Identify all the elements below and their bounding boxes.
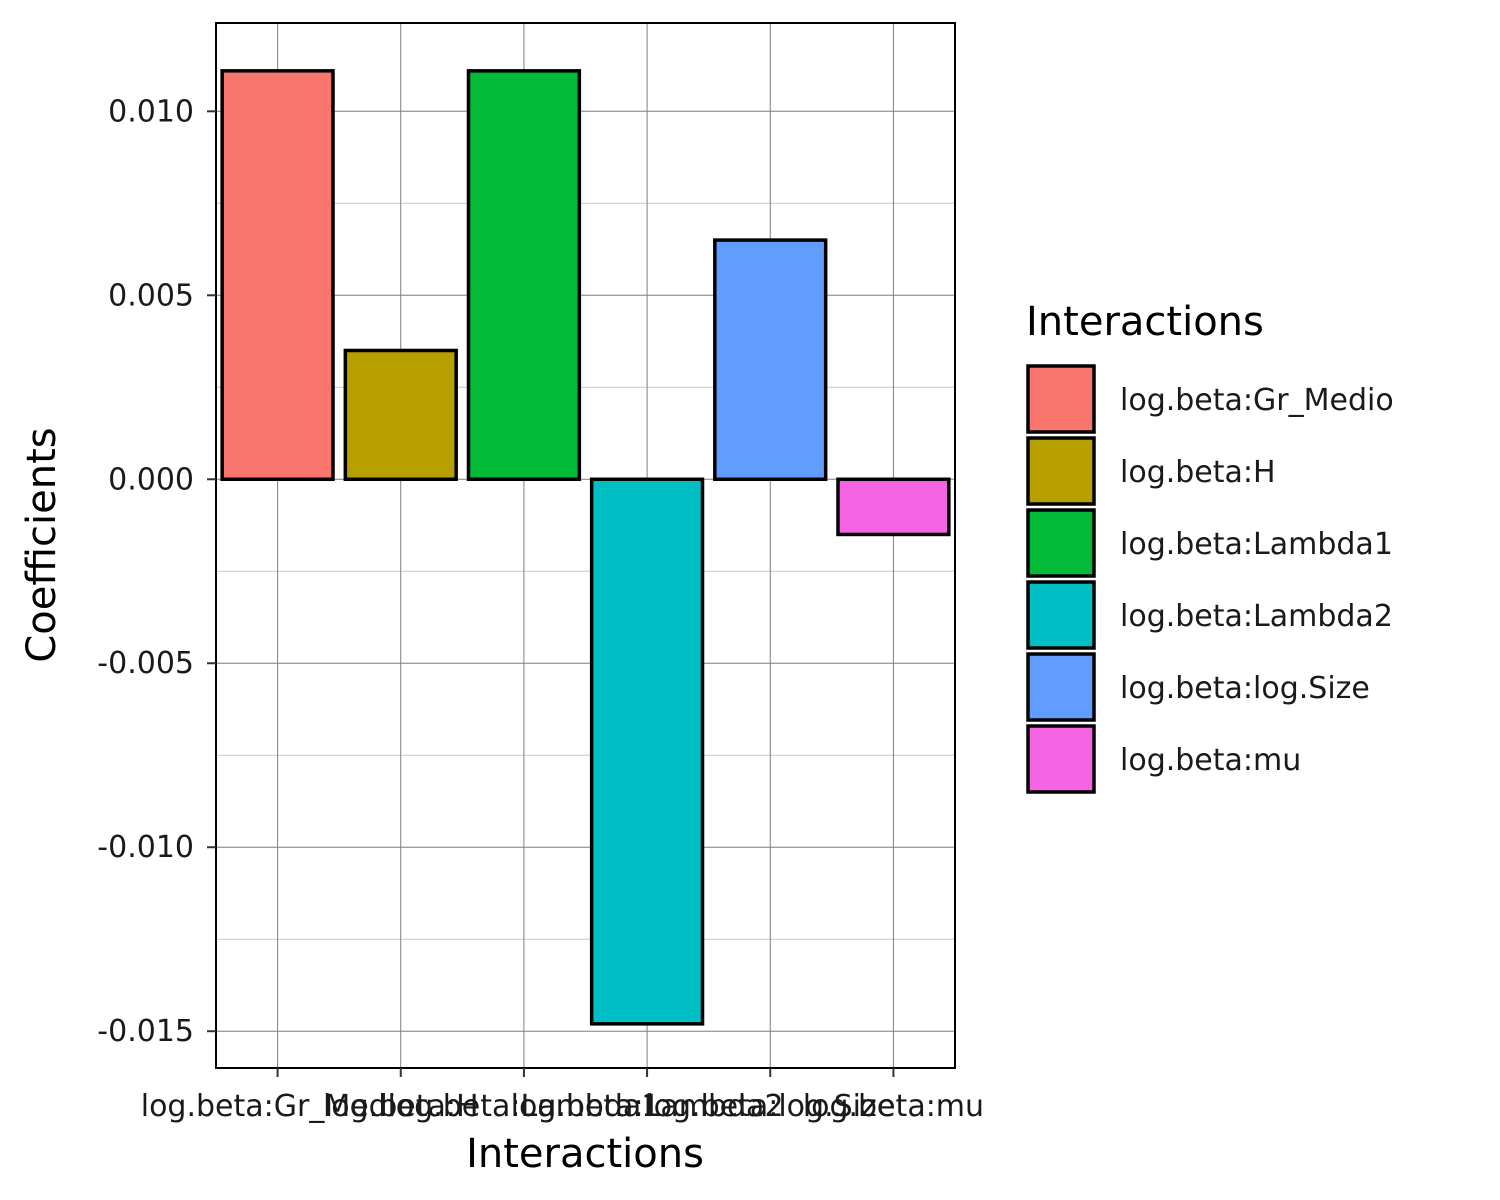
legend: log.beta:Gr_Medio log.beta:H log.beta:Lamb… (1026, 364, 1394, 794)
y-tick-label: 0.000 (108, 462, 194, 497)
legend-label: log.beta:Lambda1 (1120, 527, 1393, 562)
legend-label: log.beta:Lambda2 (1120, 599, 1393, 634)
x-axis: log.beta:Gr_Mediolog.beta:Hlog.beta:Lamb… (141, 1068, 984, 1124)
y-axis-title: Coefficients (19, 427, 65, 662)
x-tick-label: log.beta:H (323, 1089, 479, 1124)
x-tick-label: log.beta:Lambda2 (511, 1089, 784, 1124)
bar-3 (466, 69, 582, 482)
y-tick-label: 0.010 (108, 94, 194, 129)
bar-5 (713, 238, 828, 482)
legend-swatch (1026, 724, 1096, 794)
bars-layer (220, 69, 951, 1026)
x-tick-label: log.beta:Gr_Medio (141, 1089, 415, 1124)
y-tick-label: -0.015 (97, 1014, 194, 1049)
bar-6 (836, 477, 951, 537)
legend-label: log.beta:log.Size (1120, 671, 1370, 706)
bar-1 (220, 69, 335, 482)
legend-label: log.beta:mu (1120, 743, 1301, 778)
legend-label: log.beta:Gr_Medio (1120, 383, 1394, 418)
bar-4 (589, 477, 705, 1026)
y-tick-label: -0.010 (97, 830, 194, 865)
x-axis-title: Interactions (466, 1131, 704, 1177)
legend-swatch (1026, 436, 1096, 506)
legend-label: log.beta:H (1120, 455, 1276, 490)
legend-swatch (1026, 364, 1096, 434)
legend-title: Interactions (1026, 299, 1264, 345)
x-tick-label: log.beta:Lambda1 (387, 1089, 660, 1124)
legend-swatch (1026, 580, 1096, 650)
y-axis: 0.010 0.005 0.000 -0.005 -0.010 -0.015 (97, 94, 216, 1049)
y-tick-label: 0.005 (108, 278, 194, 313)
legend-swatch (1026, 652, 1096, 722)
x-tick-label: log.beta:log.Size (645, 1089, 895, 1124)
x-tick-label: log.beta:mu (803, 1089, 984, 1124)
plot-panel-border (215, 22, 956, 1069)
bar-2 (343, 348, 458, 482)
legend-swatch (1026, 508, 1096, 578)
y-tick-label: -0.005 (97, 646, 194, 681)
